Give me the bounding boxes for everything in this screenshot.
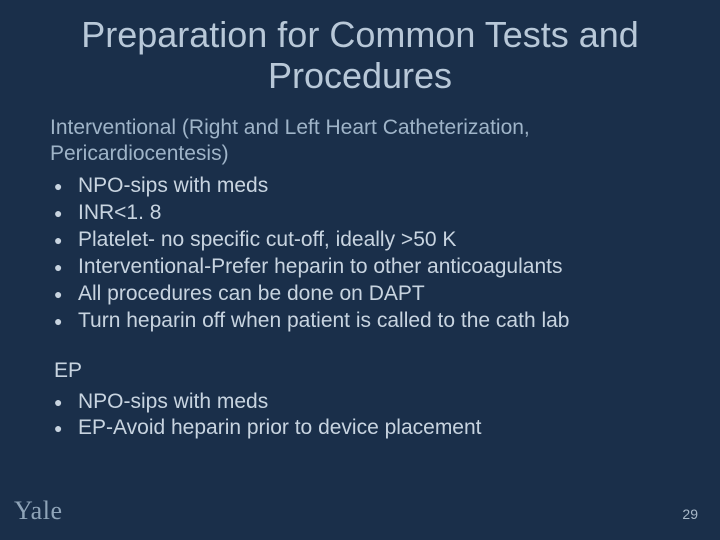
section2-heading: EP bbox=[54, 359, 670, 383]
list-item: NPO-sips with meds bbox=[50, 173, 670, 200]
list-item: NPO-sips with meds bbox=[50, 389, 670, 416]
section1-bullets: NPO-sips with meds INR<1. 8 Platelet- no… bbox=[50, 173, 670, 334]
section1-heading: Interventional (Right and Left Heart Cat… bbox=[50, 115, 670, 168]
page-number: 29 bbox=[682, 506, 698, 522]
list-item: INR<1. 8 bbox=[50, 200, 670, 227]
slide-title: Preparation for Common Tests and Procedu… bbox=[40, 0, 680, 97]
list-item: Interventional-Prefer heparin to other a… bbox=[50, 254, 670, 281]
logo-text: Yale bbox=[14, 496, 62, 526]
list-item: All procedures can be done on DAPT bbox=[50, 281, 670, 308]
list-item: Platelet- no specific cut-off, ideally >… bbox=[50, 227, 670, 254]
list-item: Turn heparin off when patient is called … bbox=[50, 308, 670, 335]
slide: Preparation for Common Tests and Procedu… bbox=[0, 0, 720, 540]
section2-bullets: NPO-sips with meds EP-Avoid heparin prio… bbox=[50, 389, 670, 443]
list-item: EP-Avoid heparin prior to device placeme… bbox=[50, 415, 670, 442]
